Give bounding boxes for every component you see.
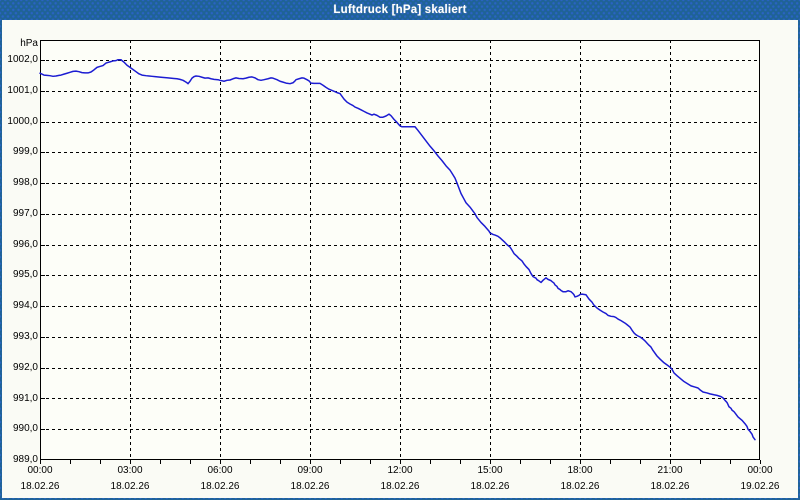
x-axis-time-label: 12:00 (387, 465, 413, 476)
y-axis-label: 1000,0 (7, 115, 38, 127)
window-title: Luftdruck [hPa] skaliert (333, 4, 467, 16)
x-axis-time-label: 03:00 (117, 465, 143, 476)
x-axis-date-label: 18.02.26 (20, 481, 60, 492)
x-axis-time-label: 18:00 (567, 465, 593, 476)
x-axis-time-label: 21:00 (657, 465, 683, 476)
x-axis-time-label: 00:00 (27, 465, 53, 476)
x-axis-date-label: 18.02.26 (110, 481, 150, 492)
x-axis-date-label: 18.02.26 (650, 481, 690, 492)
y-axis-label: 998,0 (12, 177, 38, 189)
y-axis-label: 996,0 (12, 238, 38, 250)
x-axis-date-label: 18.02.26 (470, 481, 510, 492)
x-axis-time-label: 06:00 (207, 465, 233, 476)
y-axis-label: 999,0 (12, 146, 38, 158)
y-axis-label: 993,0 (12, 330, 38, 342)
x-axis-time-label: 15:00 (477, 465, 503, 476)
chart-content-area: hPa 1002,0 1001,0 1000,0 999,0 998,0 997… (2, 20, 798, 498)
y-axis-label: 994,0 (12, 300, 38, 312)
window-titlebar[interactable]: Luftdruck [hPa] skaliert (0, 0, 800, 20)
x-axis-date-label: 18.02.26 (290, 481, 330, 492)
y-axis-label: 995,0 (12, 269, 38, 281)
pressure-line-chart (39, 40, 761, 464)
y-axis-label: 992,0 (12, 361, 38, 373)
y-axis-label: 1001,0 (7, 84, 38, 96)
x-axis-date-label: 18.02.26 (200, 481, 240, 492)
x-axis-date-label: 18.02.26 (380, 481, 420, 492)
x-axis-time-label: 09:00 (297, 465, 323, 476)
x-axis-date-label: 18.02.26 (560, 481, 600, 492)
x-axis-date-label: 19.02.26 (740, 481, 780, 492)
y-axis-label: 997,0 (12, 207, 38, 219)
y-axis-label: 1002,0 (7, 54, 38, 65)
y-axis-label: 990,0 (12, 423, 38, 435)
y-axis-unit-label: hPa (20, 38, 38, 49)
y-axis-label: 989,0 (12, 454, 38, 465)
x-axis-time-label: 00:00 (747, 465, 773, 476)
y-axis-label: 991,0 (12, 392, 38, 404)
